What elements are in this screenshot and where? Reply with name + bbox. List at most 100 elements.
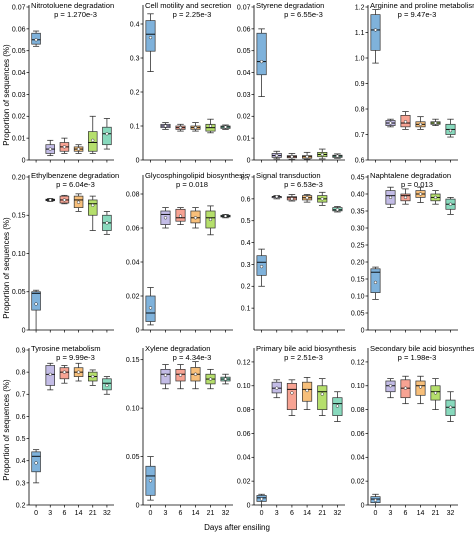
panel-5-box-6 — [59, 194, 70, 205]
panel-8-box-rect-0 — [370, 268, 381, 293]
panel-2-mean-marker-5 — [223, 125, 228, 129]
panel-1-ytick-label-6: 0.06 — [12, 26, 26, 33]
panel-7-mean-marker-2 — [290, 197, 294, 201]
panel-9-title: Tyrosine metabolism — [31, 344, 101, 353]
panel-3-mean-marker-4 — [320, 152, 324, 157]
panel-4-box-rect-0 — [370, 14, 381, 51]
panel-10-ytick-label-0: 0 — [136, 502, 140, 509]
panel-12-box-3 — [385, 378, 396, 399]
panel-5-ytick-label-0: 0 — [22, 327, 26, 334]
panel-3-ytick-label-4: 0.04 — [237, 70, 251, 77]
panel-3-mean-marker-3 — [305, 155, 309, 159]
panel-1-mean-marker-3 — [76, 147, 81, 151]
panel-10-title: Xylene degradation — [145, 344, 210, 353]
panel-4-box-21 — [430, 118, 441, 126]
panel-1-ytick-label-7: 0.07 — [12, 4, 26, 11]
panel-7-mean-marker-5 — [335, 208, 340, 212]
panel-11-ytick-label-4: 0.08 — [237, 407, 251, 414]
panel-7-box-6 — [286, 194, 297, 202]
panel-3-ytick-label-7: 0.07 — [237, 4, 251, 11]
panel-10: 0 0.05 0.10 0.15 0 3 6 14 21 32 Xylene degradation… — [126, 344, 233, 517]
panel-8-mean-marker-3 — [418, 192, 423, 196]
panel-1-ytick-label-2: 0.02 — [12, 114, 26, 121]
panel-12-mean-marker-0 — [373, 498, 378, 502]
panel-11-pvalue: p = 2.51e-3 — [284, 353, 323, 362]
panel-4-box-14 — [415, 116, 426, 130]
panel-11-box-32 — [332, 391, 343, 422]
panel-1-ytick-label-1: 0.01 — [12, 136, 26, 143]
panel-2-mean-marker-0 — [148, 35, 153, 40]
panel-7-mean-marker-1 — [275, 195, 279, 199]
panel-4-box-32 — [445, 118, 456, 138]
x-axis-label: Days after ensiling — [204, 523, 270, 532]
panel-7-mean-marker-0 — [259, 264, 264, 269]
panel-8-ytick-label-1: 0.05 — [351, 310, 365, 317]
panel-9-ytick-label-7: 0.9 — [16, 347, 26, 354]
panel-11-mean-marker-4 — [320, 392, 324, 396]
panel-6-mean-marker-1 — [163, 216, 168, 220]
panel-4-ytick-label-6: 1.2 — [355, 4, 365, 11]
panel-3-ytick-label-2: 0.02 — [237, 114, 251, 121]
panel-1-mean-marker-2 — [62, 145, 67, 149]
panel-8-ytick-label-6: 0.30 — [351, 225, 365, 232]
panel-10-box-32 — [220, 373, 231, 385]
panel-11-box-6 — [286, 379, 297, 416]
panel-4-mean-marker-3 — [418, 122, 423, 126]
panel-6-box-14 — [190, 207, 201, 229]
panel-10-ytick-label-2: 0.10 — [126, 406, 140, 413]
y-axis-label-row-3: Proportion of sequences (%) — [2, 379, 11, 481]
panel-2-ytick-label-3: 0.3 — [130, 55, 140, 62]
panel-12-xtick-label-5: 32 — [447, 510, 455, 517]
panel-12-mean-marker-4 — [433, 391, 438, 395]
panel-5-box-rect-4 — [88, 199, 98, 216]
panel-4-box-6 — [400, 111, 411, 130]
panel-9-box-6 — [59, 365, 70, 384]
panel-6-box-6 — [175, 207, 186, 226]
panel-11-ytick-label-0: 0 — [247, 502, 251, 509]
panel-1-box-6 — [59, 137, 70, 154]
panel-11-box-0 — [256, 493, 267, 506]
panel-3-box-rect-0 — [256, 32, 267, 76]
panel-1-ytick-label-0: 0 — [22, 157, 26, 164]
panel-3: 0 0.01 0.02 0.03 0.04 0.05 0.06 0.07 Styrene deg… — [237, 1, 345, 164]
panel-3-box-3 — [271, 150, 282, 160]
panel-10-xtick-label-1: 3 — [164, 510, 168, 517]
panel-10-box-21 — [205, 368, 216, 390]
panel-12-mean-marker-5 — [448, 405, 453, 409]
panel-11-box-21 — [317, 378, 328, 416]
panel-3-box-0 — [256, 28, 267, 98]
panel-10-box-3 — [160, 364, 171, 390]
panel-2-ytick-label-1: 0.1 — [130, 123, 140, 130]
panel-7-pvalue: p = 6.53e-3 — [284, 180, 323, 189]
panel-3-ytick-label-5: 0.05 — [237, 48, 251, 55]
panel-12-box-6 — [400, 375, 411, 405]
panel-3-mean-marker-2 — [290, 155, 294, 159]
panel-1-box-0 — [31, 30, 41, 47]
panel-2: 0 0.1 0.2 0.3 0.4 Cell motility and secretion… — [130, 1, 233, 164]
panel-10-mean-marker-1 — [163, 373, 168, 377]
panel-3-box-21 — [317, 148, 328, 160]
panel-6-box-32 — [220, 213, 231, 219]
panel-4-title: Arginine and proline metabolism — [370, 1, 474, 10]
panel-9-ytick-label-5: 0.7 — [16, 392, 26, 399]
panel-11-mean-marker-0 — [259, 497, 264, 501]
panel-11-mean-marker-2 — [290, 391, 294, 395]
panel-9-xtick-label-1: 3 — [48, 510, 52, 517]
panel-11-ytick-label-5: 0.10 — [237, 383, 251, 390]
panel-7-ytick-label-6: 0.7 — [241, 174, 251, 181]
panel-8-box-32 — [445, 196, 456, 215]
panel-9-box-14 — [73, 362, 84, 382]
panel-8-ytick-label-8: 0.40 — [351, 191, 365, 198]
panel-4: 0.6 0.7 0.8 0.9 1.0 1.1 1.2 Arginine and prolin… — [355, 1, 474, 164]
panel-5-box-rect-0 — [31, 291, 41, 311]
panel-5-mean-marker-4 — [91, 203, 95, 207]
panel-4-mean-marker-0 — [373, 28, 378, 32]
panel-2-box-3 — [160, 122, 171, 130]
panel-1-pvalue: p = 1.270e-3 — [54, 10, 97, 19]
panel-10-ytick-label-3: 0.15 — [126, 357, 140, 364]
panel-8-box-3 — [385, 186, 396, 209]
panel-9-ytick-label-0: 0.2 — [16, 502, 26, 509]
panel-10-mean-marker-2 — [178, 373, 183, 377]
panel-9-xtick-label-3: 14 — [75, 510, 83, 517]
panel-8-mean-marker-1 — [388, 195, 393, 200]
